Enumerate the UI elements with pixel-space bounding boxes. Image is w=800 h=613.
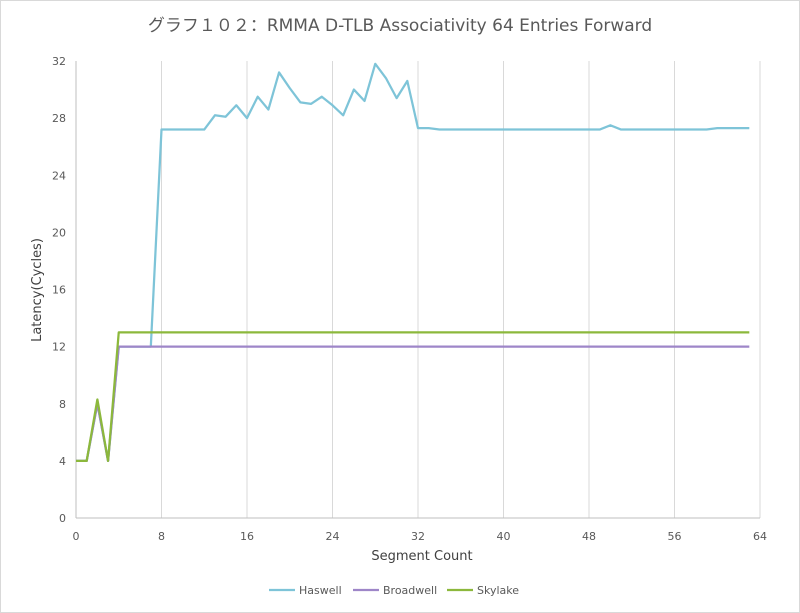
x-tick-64: 64 xyxy=(753,530,767,543)
y-tick-12: 12 xyxy=(52,341,66,354)
legend-label: Broadwell xyxy=(383,584,437,597)
x-tick-32: 32 xyxy=(411,530,425,543)
legend-label: Skylake xyxy=(477,584,519,597)
series-line-skylake xyxy=(76,331,750,463)
chart-title: グラフ１０２：RMMA D-TLB Associativity 64 Entri… xyxy=(148,16,652,36)
legend-item-haswell: Haswell xyxy=(269,584,342,597)
series-line-broadwell xyxy=(76,345,750,463)
y-tick-20: 20 xyxy=(52,226,66,239)
x-axis-label: Segment Count xyxy=(371,549,472,564)
x-tick-0: 0 xyxy=(73,530,80,543)
y-tick-28: 28 xyxy=(52,112,66,125)
y-tick-4: 4 xyxy=(59,455,66,468)
y-tick-24: 24 xyxy=(52,169,66,182)
x-tick-labels: 0 8 16 24 32 40 48 56 64 xyxy=(73,530,768,543)
series-lines xyxy=(76,62,750,463)
y-axis-label: Latency(Cycles) xyxy=(30,238,45,342)
x-tick-40: 40 xyxy=(497,530,511,543)
axes xyxy=(75,61,760,519)
y-tick-8: 8 xyxy=(59,398,66,411)
x-tick-24: 24 xyxy=(326,530,340,543)
legend-label: Haswell xyxy=(299,584,342,597)
x-tick-48: 48 xyxy=(582,530,596,543)
legend-item-broadwell: Broadwell xyxy=(353,584,437,597)
legend-item-skylake: Skylake xyxy=(447,584,519,597)
series-line-haswell xyxy=(76,62,750,463)
y-tick-32: 32 xyxy=(52,55,66,68)
legend: Haswell Broadwell Skylake xyxy=(269,584,519,597)
x-tick-8: 8 xyxy=(158,530,165,543)
x-tick-16: 16 xyxy=(240,530,254,543)
x-tick-56: 56 xyxy=(668,530,682,543)
y-tick-16: 16 xyxy=(52,284,66,297)
y-tick-0: 0 xyxy=(59,512,66,525)
y-tick-labels: 0 4 8 12 16 20 24 28 32 xyxy=(52,55,66,525)
